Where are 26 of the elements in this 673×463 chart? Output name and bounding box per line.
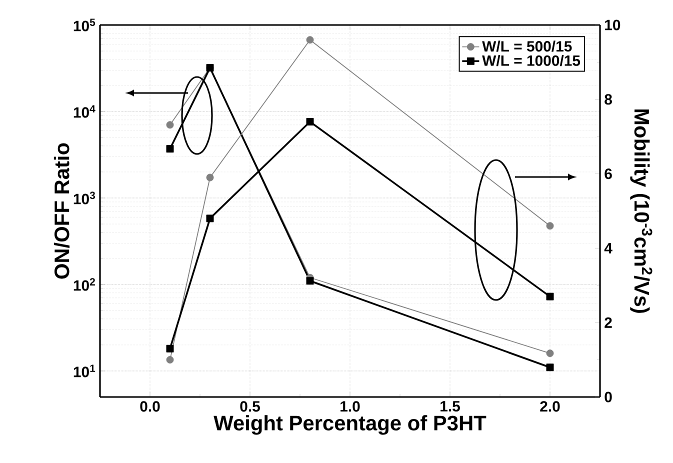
x-tick-label: 1.0: [340, 401, 360, 412]
x-tick-label: 1.5: [440, 401, 460, 412]
y2-tick-label: 0: [604, 392, 612, 402]
point: [546, 364, 554, 372]
y-tick-label: 10$^{3}$: [74, 192, 95, 204]
x-tick-label: 2.0: [540, 401, 560, 412]
y2-tick-label: 8: [604, 94, 612, 105]
y-tick-label: 10$^{4}$: [74, 105, 96, 118]
y2-tick-label: 10: [605, 20, 620, 30]
legend-label: W/L = 1000/15: [482, 54, 580, 66]
point: [546, 350, 554, 358]
x-tick-label: 0.0: [140, 401, 160, 412]
point: [306, 277, 314, 285]
y2-tick-label: 4: [604, 243, 612, 254]
y2-tick-label: 6: [604, 168, 612, 180]
y-tick-label: 10$^{5}$: [74, 18, 96, 32]
y-axis-title: ON/OFF Ratio: [54, 143, 70, 279]
y-tick-label: 10$^{1}$: [74, 364, 96, 378]
y2-axis-title: Mobility (10$^{-3}$cm$^{2}$/Vs): [630, 109, 652, 313]
x-axis-title: Weight Percentage of P3HT: [214, 415, 486, 435]
x-tick-label: 0.5: [240, 401, 260, 412]
y2-tick-label: 2: [604, 317, 612, 328]
point: [166, 145, 174, 153]
y-tick-label: 10$^{2}$: [74, 278, 95, 291]
legend-label: W/L = 500/15: [482, 40, 572, 52]
point: [166, 121, 174, 129]
